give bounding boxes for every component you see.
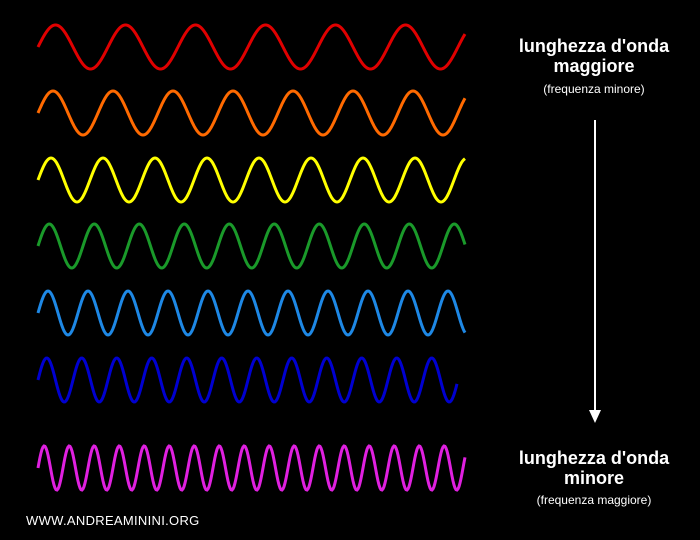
- bottom-subtitle: (frequenza maggiore): [536, 493, 652, 507]
- wave: [36, 356, 459, 404]
- wave: [36, 23, 467, 71]
- footer: WWW.ANDREAMININI.ORG: [26, 513, 200, 528]
- wave: [36, 444, 467, 492]
- wave: [36, 156, 466, 204]
- wave: [36, 222, 467, 270]
- arrow-head: [589, 410, 601, 423]
- wave: [36, 89, 467, 137]
- wave: [36, 289, 467, 337]
- top-title: lunghezza d'onda maggiore: [518, 36, 670, 76]
- bottom-title: lunghezza d'onda minore: [518, 448, 670, 488]
- top-subtitle: (frequenza minore): [543, 82, 645, 96]
